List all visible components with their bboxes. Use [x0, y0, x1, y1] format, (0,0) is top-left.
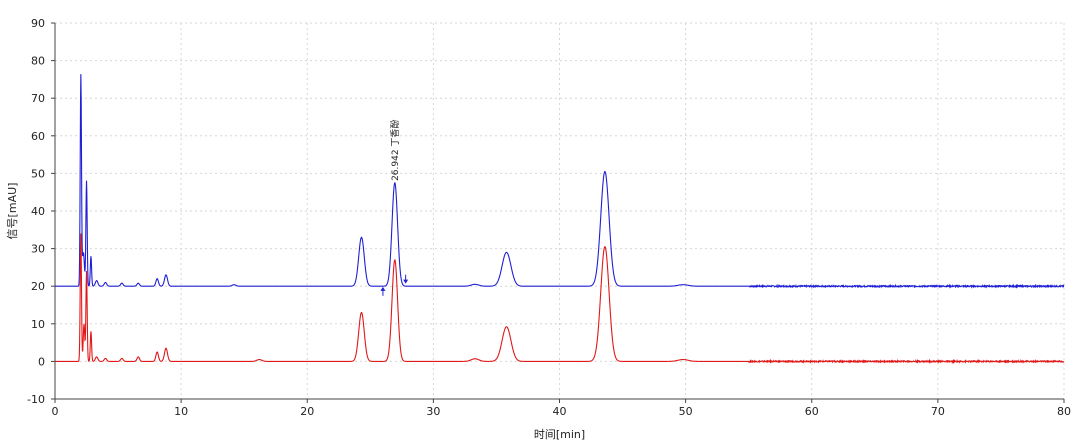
axes: 0 10 20 30 40 50 60 70 80 -10 0 10 20 30 40 50 60 70 80 90 — [27, 17, 1071, 418]
y-tick-label: 80 — [31, 55, 45, 68]
y-tick-label: 40 — [31, 205, 45, 218]
x-tick-label: 70 — [931, 405, 945, 418]
y-tick-label: 60 — [31, 130, 45, 143]
peak-annotation: 26.942 丁香酚 — [390, 120, 401, 181]
integration-markers — [380, 274, 409, 296]
y-tick-label: 70 — [31, 92, 45, 105]
y-tick-label: 30 — [31, 243, 45, 256]
integration-marker-icon — [380, 286, 386, 296]
marker-head — [380, 286, 386, 291]
y-axis-label: 信号[mAU] — [6, 183, 19, 240]
series-layer — [55, 74, 1065, 365]
y-tick-label: 0 — [38, 355, 45, 368]
series-line-1 — [55, 74, 1065, 289]
series-line-2 — [55, 233, 1065, 365]
x-tick-label: 50 — [679, 405, 693, 418]
integration-marker-icon — [403, 274, 409, 284]
x-tick-label: 0 — [52, 405, 59, 418]
x-axis-label: 时间[min] — [534, 428, 585, 441]
x-tick-label: 80 — [1057, 405, 1071, 418]
x-tick-label: 20 — [300, 405, 314, 418]
y-tick-label: -10 — [27, 393, 45, 406]
x-tick-label: 40 — [553, 405, 567, 418]
x-tick-label: 60 — [805, 405, 819, 418]
y-tick-label: 90 — [31, 17, 45, 30]
y-tick-label: 10 — [31, 318, 45, 331]
marker-head — [403, 279, 409, 284]
annotations: 26.942 丁香酚 — [390, 120, 401, 181]
x-tick-label: 10 — [174, 405, 188, 418]
y-tick-label: 50 — [31, 167, 45, 180]
x-tick-label: 30 — [426, 405, 440, 418]
y-tick-label: 20 — [31, 280, 45, 293]
